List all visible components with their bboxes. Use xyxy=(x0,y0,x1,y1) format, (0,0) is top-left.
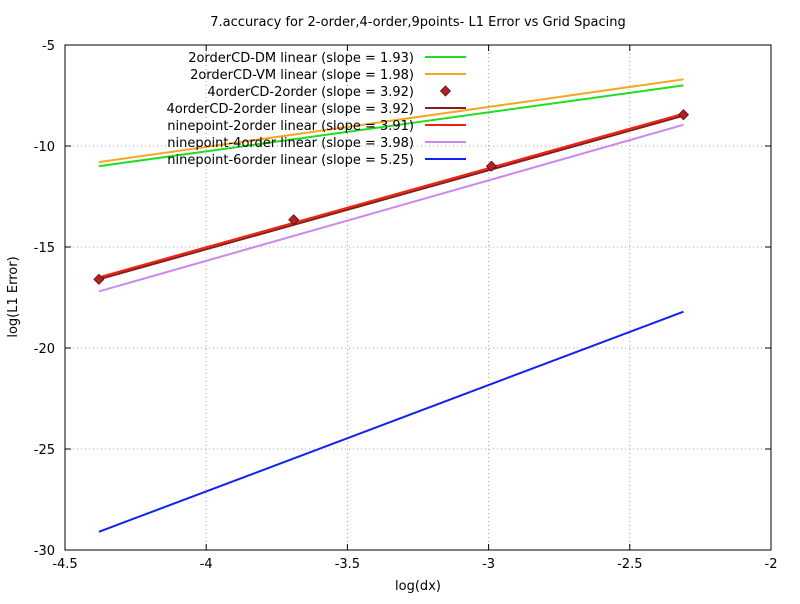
x-tick-label: -2 xyxy=(765,557,778,572)
y-tick-label: -10 xyxy=(34,140,55,155)
y-tick-label: -30 xyxy=(34,544,55,559)
x-tick-label: -2.5 xyxy=(617,557,642,572)
series-line xyxy=(98,84,684,168)
y-tick-label: -15 xyxy=(34,241,55,256)
data-point xyxy=(677,109,690,121)
legend: 2orderCD-DM linear (slope = 1.93) 2orderC… xyxy=(166,51,466,168)
x-tick-label: -4 xyxy=(200,557,213,572)
x-axis-label: log(dx) xyxy=(395,579,441,594)
series-lines xyxy=(93,78,690,533)
legend-label: ninepoint-6order linear (slope = 5.25) xyxy=(167,153,414,168)
series-line xyxy=(98,78,684,164)
legend-label: 4orderCD-2order (slope = 3.92) xyxy=(207,85,414,100)
legend-label: 2orderCD-DM linear (slope = 1.93) xyxy=(188,51,414,66)
y-tick-label: -20 xyxy=(34,342,55,357)
x-tick-label: -3.5 xyxy=(335,557,360,572)
data-point xyxy=(439,85,452,97)
x-ticks: -4.5 -4 -3.5 -3 -2.5 -2 xyxy=(52,45,777,572)
series-line xyxy=(98,310,684,533)
series-line xyxy=(98,112,684,279)
y-tick-label: -5 xyxy=(42,39,55,54)
legend-label: ninepoint-4order linear (slope = 3.98) xyxy=(167,136,414,151)
series-line xyxy=(98,123,684,293)
x-tick-label: -3 xyxy=(482,557,495,572)
y-axis-label: log(L1 Error) xyxy=(6,256,21,337)
y-tick-label: -25 xyxy=(34,443,55,458)
chart-title: 7.accuracy for 2-order,4-order,9points- … xyxy=(210,15,625,30)
series-line xyxy=(98,114,684,281)
data-point xyxy=(288,214,300,226)
x-tick-label: -4.5 xyxy=(52,557,77,572)
data-point xyxy=(93,273,105,285)
legend-label: 4orderCD-2order linear (slope = 3.92) xyxy=(166,102,414,117)
data-point xyxy=(485,160,497,172)
plot-frame xyxy=(64,44,772,551)
legend-label: ninepoint-2order linear (slope = 3.91) xyxy=(167,119,414,134)
y-ticks: -30 -25 -20 -15 -10 -5 xyxy=(34,39,771,559)
legend-label: 2orderCD-VM linear (slope = 1.98) xyxy=(190,68,414,83)
